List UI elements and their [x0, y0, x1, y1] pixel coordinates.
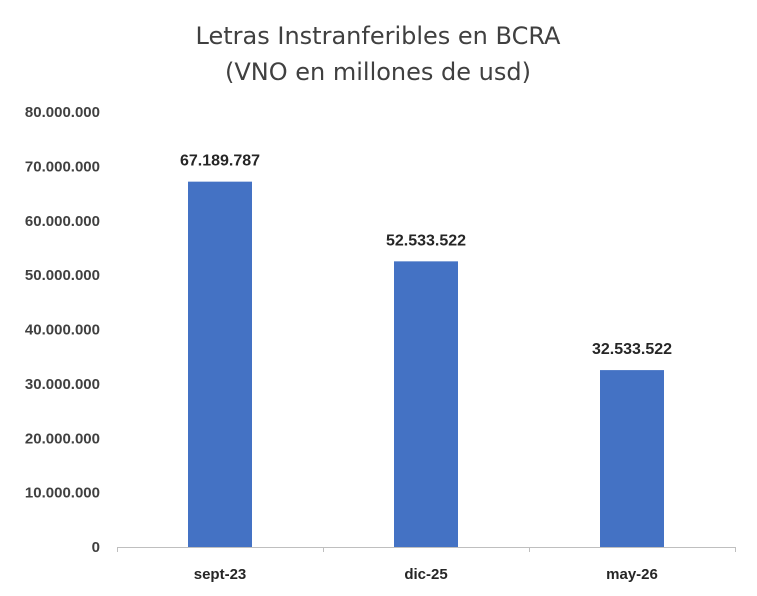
y-tick-label: 50.000.000 — [25, 267, 100, 284]
data-label: 52.533.522 — [386, 232, 466, 249]
y-tick-label: 10.000.000 — [25, 485, 100, 502]
y-tick-label: 40.000.000 — [25, 322, 100, 339]
y-tick-label: 80.000.000 — [25, 104, 100, 121]
x-tick-label: sept-23 — [194, 566, 247, 583]
y-axis-tick-labels: 0 10.000.000 20.000.000 30.000.000 40.000.00… — [25, 104, 100, 556]
y-tick-label: 60.000.000 — [25, 213, 100, 230]
bar-may-26 — [600, 370, 664, 547]
y-tick-label: 20.000.000 — [25, 430, 100, 447]
data-label: 67.189.787 — [180, 153, 260, 170]
y-tick-label: 70.000.000 — [25, 158, 100, 175]
y-tick-label: 30.000.000 — [25, 376, 100, 393]
bar-dic-25 — [394, 261, 458, 547]
data-labels: 67.189.787 52.533.522 32.533.522 — [180, 153, 672, 358]
y-tick-label: 0 — [92, 539, 100, 556]
data-label: 32.533.522 — [592, 341, 672, 358]
x-axis: sept-23 dic-25 may-26 — [117, 547, 736, 583]
chart-title: Letras Instranferibles en BCRA — [196, 22, 561, 50]
bar-series — [188, 181, 664, 548]
chart-subtitle: (VNO en millones de usd) — [225, 58, 531, 86]
x-tick-label: dic-25 — [404, 566, 447, 583]
x-tick-label: may-26 — [606, 566, 658, 583]
bar-sept-23 — [188, 181, 252, 548]
